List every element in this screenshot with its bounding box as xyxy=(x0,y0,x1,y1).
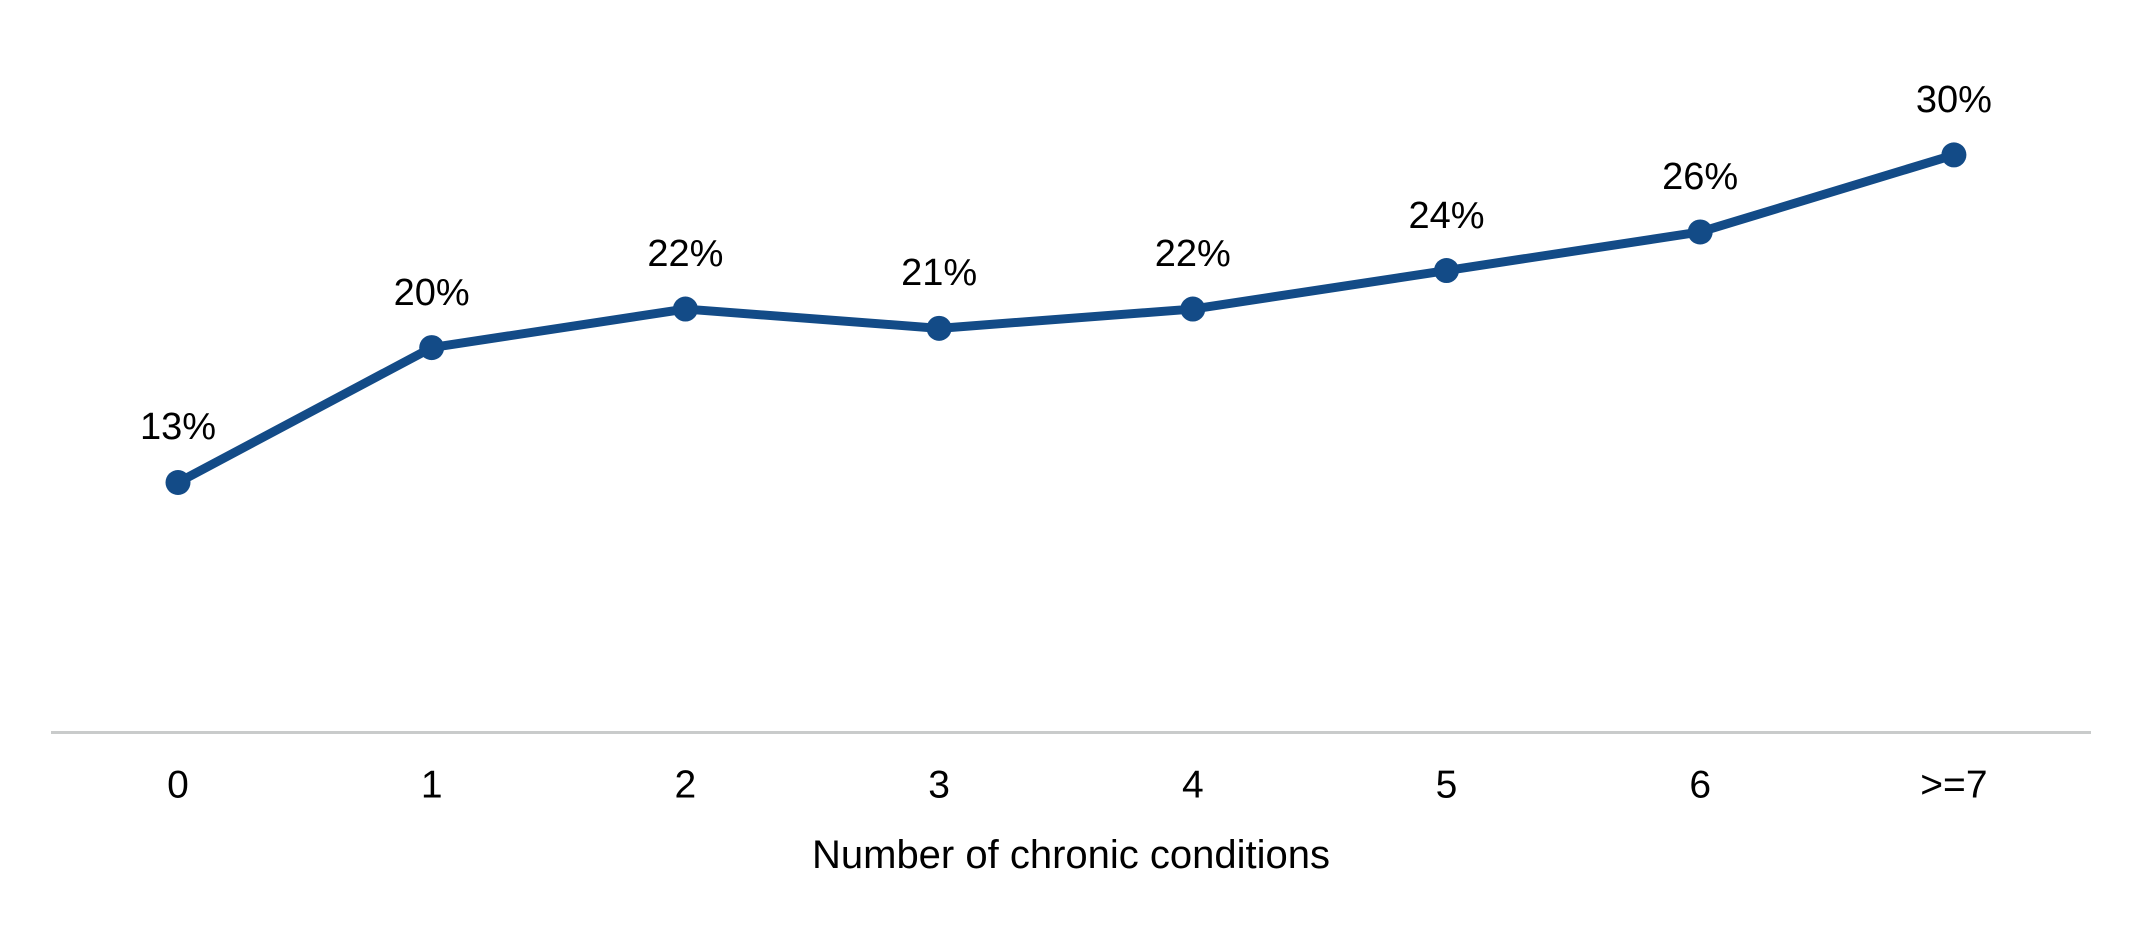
data-point-marker xyxy=(926,315,952,341)
data-point-marker xyxy=(672,296,698,322)
data-point-marker xyxy=(1180,296,1206,322)
x-axis-tick-label: 3 xyxy=(928,763,950,807)
data-point-marker xyxy=(1941,142,1967,168)
data-point-marker xyxy=(1434,258,1459,284)
data-point-label: 22% xyxy=(1154,233,1231,276)
data-point-label: 24% xyxy=(1408,194,1485,237)
data-point-marker xyxy=(419,335,445,361)
x-axis-tick-label: 0 xyxy=(167,763,189,807)
x-axis-tick-label: 4 xyxy=(1181,763,1204,807)
x-axis-line xyxy=(51,731,2091,734)
x-axis-tick-label: >=7 xyxy=(1920,763,1988,807)
data-point-marker xyxy=(1687,219,1713,245)
series-line xyxy=(173,150,1959,487)
data-point-marker xyxy=(165,469,191,495)
x-axis-tick-label: 5 xyxy=(1435,763,1458,807)
data-point-label: 26% xyxy=(1662,155,1739,198)
x-axis-tick-label: 2 xyxy=(674,763,697,807)
data-point-label: 13% xyxy=(139,406,217,449)
data-point-label: 30% xyxy=(1915,78,1992,121)
data-point-label: 20% xyxy=(393,271,470,314)
data-point-label: 21% xyxy=(901,252,978,295)
data-point-label: 22% xyxy=(647,233,724,276)
x-axis-title: Number of chronic conditions xyxy=(811,833,1331,877)
x-axis-tick-label: 1 xyxy=(420,763,443,807)
x-axis-tick-label: 6 xyxy=(1689,763,1712,807)
